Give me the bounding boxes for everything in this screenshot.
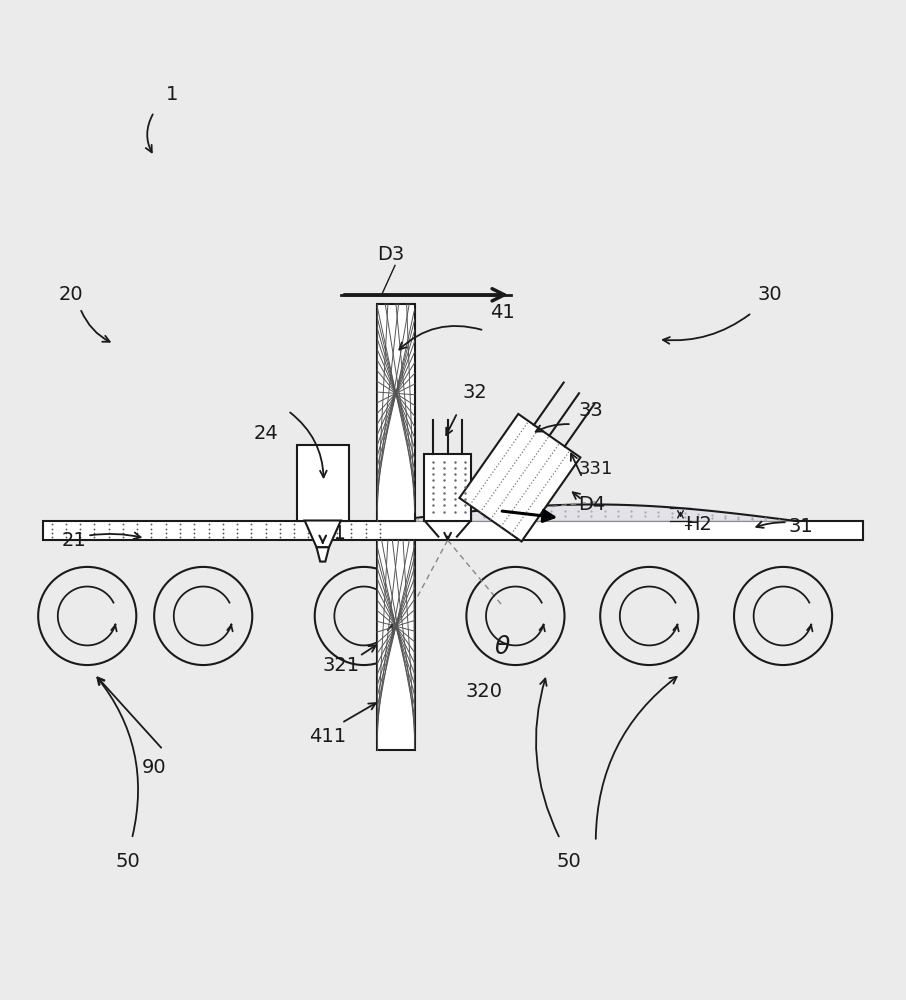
Text: D4: D4 [578,495,605,514]
Bar [377,540,415,750]
Text: 20: 20 [59,285,83,304]
Polygon shape [316,547,329,562]
Text: 320: 320 [466,682,503,701]
Bar [377,304,415,521]
Text: D3: D3 [377,245,404,264]
Text: θ: θ [495,635,510,659]
Text: 50: 50 [556,852,582,871]
Text: H1: H1 [319,524,346,543]
Text: 50: 50 [115,852,140,871]
Bar [424,454,471,521]
Text: 331: 331 [579,460,613,478]
Text: 31: 31 [788,517,814,536]
Text: H2: H2 [685,515,712,534]
Text: 32: 32 [463,383,487,402]
Text: 90: 90 [142,758,167,777]
Polygon shape [459,414,581,541]
Text: 321: 321 [323,656,360,675]
Text: 21: 21 [62,531,86,550]
Text: 24: 24 [254,424,278,443]
Bar [297,445,349,521]
Polygon shape [304,521,341,547]
Text: 1: 1 [166,85,178,104]
Text: 33: 33 [579,401,603,420]
Text: 30: 30 [757,285,782,304]
Text: 411: 411 [310,727,347,746]
Bar [43,521,863,540]
Text: 41: 41 [489,303,515,322]
